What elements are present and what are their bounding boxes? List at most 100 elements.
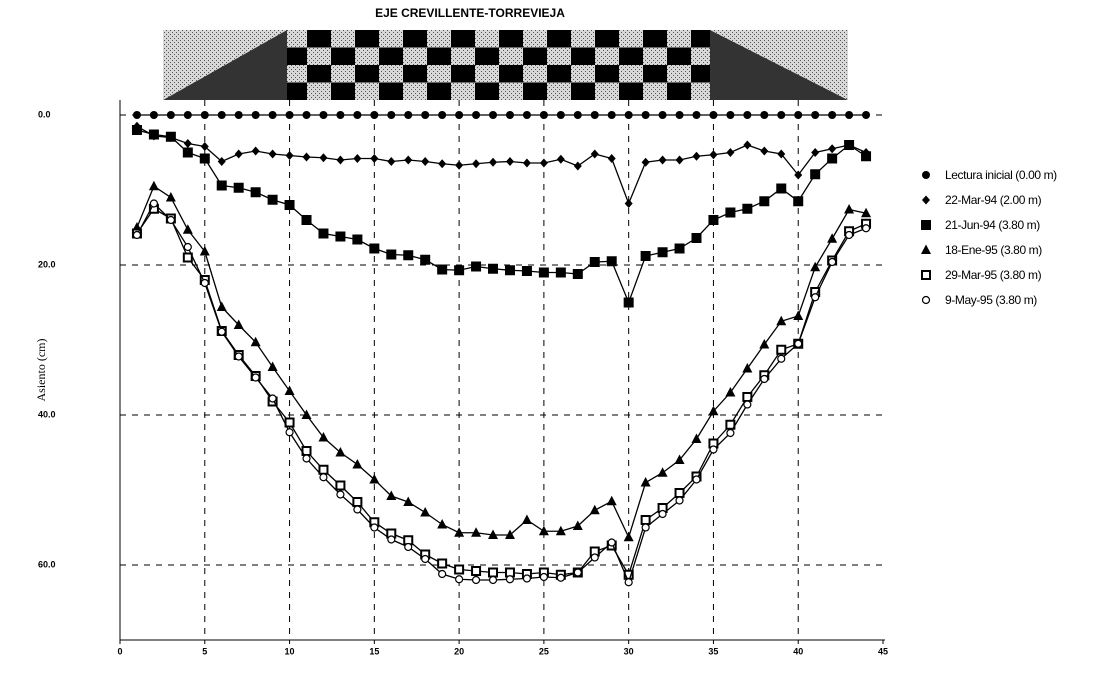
marker xyxy=(674,454,685,464)
marker xyxy=(369,474,380,484)
marker xyxy=(725,207,736,218)
marker xyxy=(573,568,582,577)
marker xyxy=(404,111,413,119)
marker xyxy=(165,192,176,202)
marker xyxy=(489,111,498,119)
marker xyxy=(216,180,227,191)
marker xyxy=(183,242,192,252)
marker xyxy=(250,336,261,347)
marker xyxy=(777,111,786,119)
marker xyxy=(387,535,396,544)
marker xyxy=(455,160,464,170)
marker xyxy=(777,149,786,159)
marker xyxy=(759,339,770,349)
marker xyxy=(862,111,871,119)
series-line xyxy=(136,125,867,206)
marker xyxy=(217,111,226,119)
marker xyxy=(437,519,448,529)
x-tick-label: 25 xyxy=(539,646,549,656)
marker xyxy=(539,111,548,119)
marker xyxy=(556,111,565,119)
marker xyxy=(811,148,820,157)
marker xyxy=(505,575,515,584)
marker xyxy=(386,249,397,260)
marker xyxy=(285,111,294,119)
marker xyxy=(386,490,397,500)
x-tick-label: 40 xyxy=(793,646,803,656)
marker xyxy=(267,194,278,205)
marker xyxy=(675,111,684,119)
marker xyxy=(572,269,583,279)
marker xyxy=(472,159,481,169)
marker xyxy=(810,169,821,180)
marker xyxy=(336,111,345,119)
marker xyxy=(166,215,175,225)
y-tick-label: 0.0 xyxy=(38,109,51,119)
marker xyxy=(319,473,328,482)
marker xyxy=(522,111,531,119)
marker xyxy=(267,361,278,371)
marker xyxy=(726,428,735,438)
x-tick-label: 10 xyxy=(285,646,295,656)
legend-marker xyxy=(921,244,931,254)
x-tick-label: 15 xyxy=(369,646,379,656)
marker xyxy=(251,373,260,382)
marker xyxy=(454,564,465,575)
marker xyxy=(199,246,210,256)
marker xyxy=(268,149,277,159)
marker xyxy=(726,111,735,119)
marker xyxy=(555,525,566,536)
y-tick-label: 20.0 xyxy=(38,259,56,269)
marker xyxy=(421,111,430,119)
marker xyxy=(217,157,226,166)
marker xyxy=(658,155,667,165)
x-tick-label: 45 xyxy=(878,646,888,656)
marker xyxy=(844,230,854,240)
marker xyxy=(589,504,600,515)
marker xyxy=(623,297,634,308)
marker xyxy=(794,170,803,180)
marker xyxy=(573,161,582,171)
marker xyxy=(318,432,329,442)
marker xyxy=(404,155,413,165)
marker xyxy=(760,146,769,156)
marker xyxy=(302,111,311,119)
marker xyxy=(828,111,837,119)
marker xyxy=(438,111,447,119)
marker xyxy=(148,129,159,140)
marker xyxy=(131,125,142,135)
marker xyxy=(776,183,787,194)
marker xyxy=(370,523,379,532)
marker xyxy=(692,151,701,161)
marker xyxy=(285,428,294,437)
marker xyxy=(861,224,871,233)
marker xyxy=(353,111,362,119)
marker xyxy=(285,151,294,160)
y-tick-label: 60.0 xyxy=(38,559,56,569)
marker xyxy=(691,433,702,443)
marker xyxy=(421,554,430,564)
marker xyxy=(692,475,701,484)
marker xyxy=(335,447,346,457)
marker xyxy=(504,265,515,276)
marker xyxy=(624,111,633,119)
marker xyxy=(606,256,617,267)
marker xyxy=(284,417,295,428)
marker xyxy=(725,419,736,430)
marker xyxy=(268,111,277,119)
marker xyxy=(370,111,379,119)
marker xyxy=(641,111,650,119)
marker xyxy=(471,527,482,537)
marker xyxy=(454,265,465,276)
marker xyxy=(216,301,227,311)
marker xyxy=(521,514,532,524)
marker xyxy=(640,515,651,525)
marker xyxy=(182,252,193,263)
marker xyxy=(658,509,667,519)
marker xyxy=(607,538,616,547)
x-tick-label: 5 xyxy=(202,646,207,656)
marker xyxy=(166,111,175,119)
marker xyxy=(624,199,633,208)
marker xyxy=(199,153,210,164)
marker xyxy=(777,354,786,363)
